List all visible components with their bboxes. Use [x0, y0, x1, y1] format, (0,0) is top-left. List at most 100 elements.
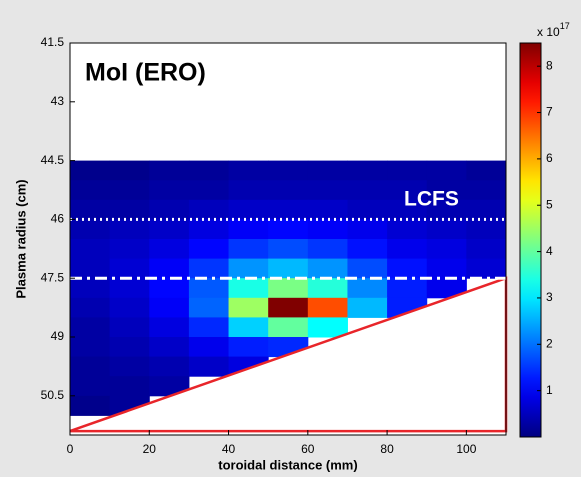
heat-cell — [466, 199, 507, 220]
heat-cell — [307, 199, 348, 220]
heat-cell — [228, 317, 269, 338]
heat-cell — [307, 239, 348, 260]
heat-cell — [347, 278, 388, 299]
heat-cell — [347, 199, 388, 220]
chart-title: MoI (ERO) — [85, 59, 206, 87]
heat-cell — [268, 278, 309, 299]
heat-cell — [70, 297, 111, 318]
x-axis-label: toroidal distance (mm) — [218, 457, 357, 472]
heat-cell — [149, 297, 190, 318]
heat-cell — [109, 219, 150, 240]
heat-cell — [228, 160, 269, 181]
y-tick-label: 50.5 — [41, 388, 65, 402]
heat-cell — [268, 258, 309, 279]
colorbar-tick-label: 4 — [546, 244, 553, 258]
y-tick-label: 47.5 — [41, 270, 65, 284]
heat-cell — [70, 180, 111, 201]
heat-cell — [109, 278, 150, 299]
heat-cell — [387, 239, 428, 260]
heat-cell — [188, 337, 230, 358]
heat-cell — [70, 219, 111, 240]
heat-cell — [347, 258, 388, 279]
heat-cell — [268, 219, 309, 240]
heat-cell — [268, 180, 309, 201]
colorbar-tick-label: 1 — [546, 383, 553, 397]
heat-cell — [347, 160, 388, 181]
heat-cell — [109, 160, 150, 181]
annotation: LCFS — [404, 188, 459, 211]
heat-cell — [466, 180, 507, 201]
heat-cell — [228, 199, 269, 220]
heat-cell — [466, 239, 507, 260]
heat-cell — [70, 199, 111, 220]
axes-frame — [69, 42, 507, 436]
heat-cell — [149, 376, 190, 397]
y-tick-label: 41.5 — [41, 35, 65, 49]
heat-cell — [347, 297, 388, 318]
heat-cell — [426, 199, 467, 220]
colorbar-label-base: x 10 — [537, 25, 560, 39]
heatmap — [70, 160, 507, 416]
heat-cell — [387, 219, 428, 240]
heat-cell — [149, 199, 190, 220]
heat-cell — [188, 199, 230, 220]
colorbar — [519, 42, 542, 438]
heat-cell — [70, 395, 111, 416]
x-tick-label: 80 — [380, 442, 394, 456]
y-tick-label: 43 — [51, 94, 65, 108]
heat-cell — [188, 239, 230, 260]
x-tick-label: 40 — [222, 442, 236, 456]
y-axis-label: Plasma radius (cm) — [13, 179, 28, 298]
heat-cell — [188, 160, 230, 181]
heat-cell — [149, 317, 190, 338]
heat-cell — [70, 258, 111, 279]
heat-cell — [268, 199, 309, 220]
heat-cell — [228, 239, 269, 260]
heat-cell — [307, 258, 348, 279]
heat-cell — [307, 219, 348, 240]
heat-cell — [188, 258, 230, 279]
colorbar-tick-label: 6 — [546, 151, 553, 165]
heat-cell — [307, 317, 348, 338]
y-tick-label: 44.5 — [41, 153, 65, 167]
colorbar-tick-label: 5 — [546, 197, 553, 211]
heat-cell — [188, 278, 230, 299]
x-tick-label: 0 — [67, 442, 74, 456]
heat-cell — [109, 239, 150, 260]
heat-cell — [387, 160, 428, 181]
colorbar-tick-label: 2 — [546, 336, 553, 350]
heat-cell — [268, 297, 309, 318]
heat-cell — [387, 199, 428, 220]
heat-cell — [109, 258, 150, 279]
x-tick-label: 60 — [301, 442, 315, 456]
heat-cell — [268, 239, 309, 260]
heat-cell — [387, 278, 428, 299]
y-tick-label: 46 — [51, 212, 65, 226]
heat-cell — [109, 376, 150, 397]
x-tick-label: 20 — [143, 442, 157, 456]
heat-cell — [70, 239, 111, 260]
heat-cell — [426, 239, 467, 260]
heat-cell — [149, 278, 190, 299]
y-tick-label: 49 — [51, 329, 65, 343]
heat-cell — [149, 356, 190, 377]
heat-cell — [109, 356, 150, 377]
heat-cell — [70, 337, 111, 358]
heat-cell — [426, 180, 467, 201]
heat-cell — [70, 356, 111, 377]
heat-cell — [426, 219, 467, 240]
heat-cell — [109, 199, 150, 220]
heat-cell — [70, 278, 111, 299]
heat-cell — [70, 160, 111, 181]
heat-cell — [109, 337, 150, 358]
heat-cell — [149, 239, 190, 260]
heat-cell — [426, 160, 467, 181]
heat-cell — [466, 219, 507, 240]
heat-cell — [109, 317, 150, 338]
heat-cell — [188, 356, 230, 377]
heat-cell — [228, 258, 269, 279]
heat-cell — [347, 239, 388, 260]
heat-cell — [307, 160, 348, 181]
heat-cell — [188, 180, 230, 201]
